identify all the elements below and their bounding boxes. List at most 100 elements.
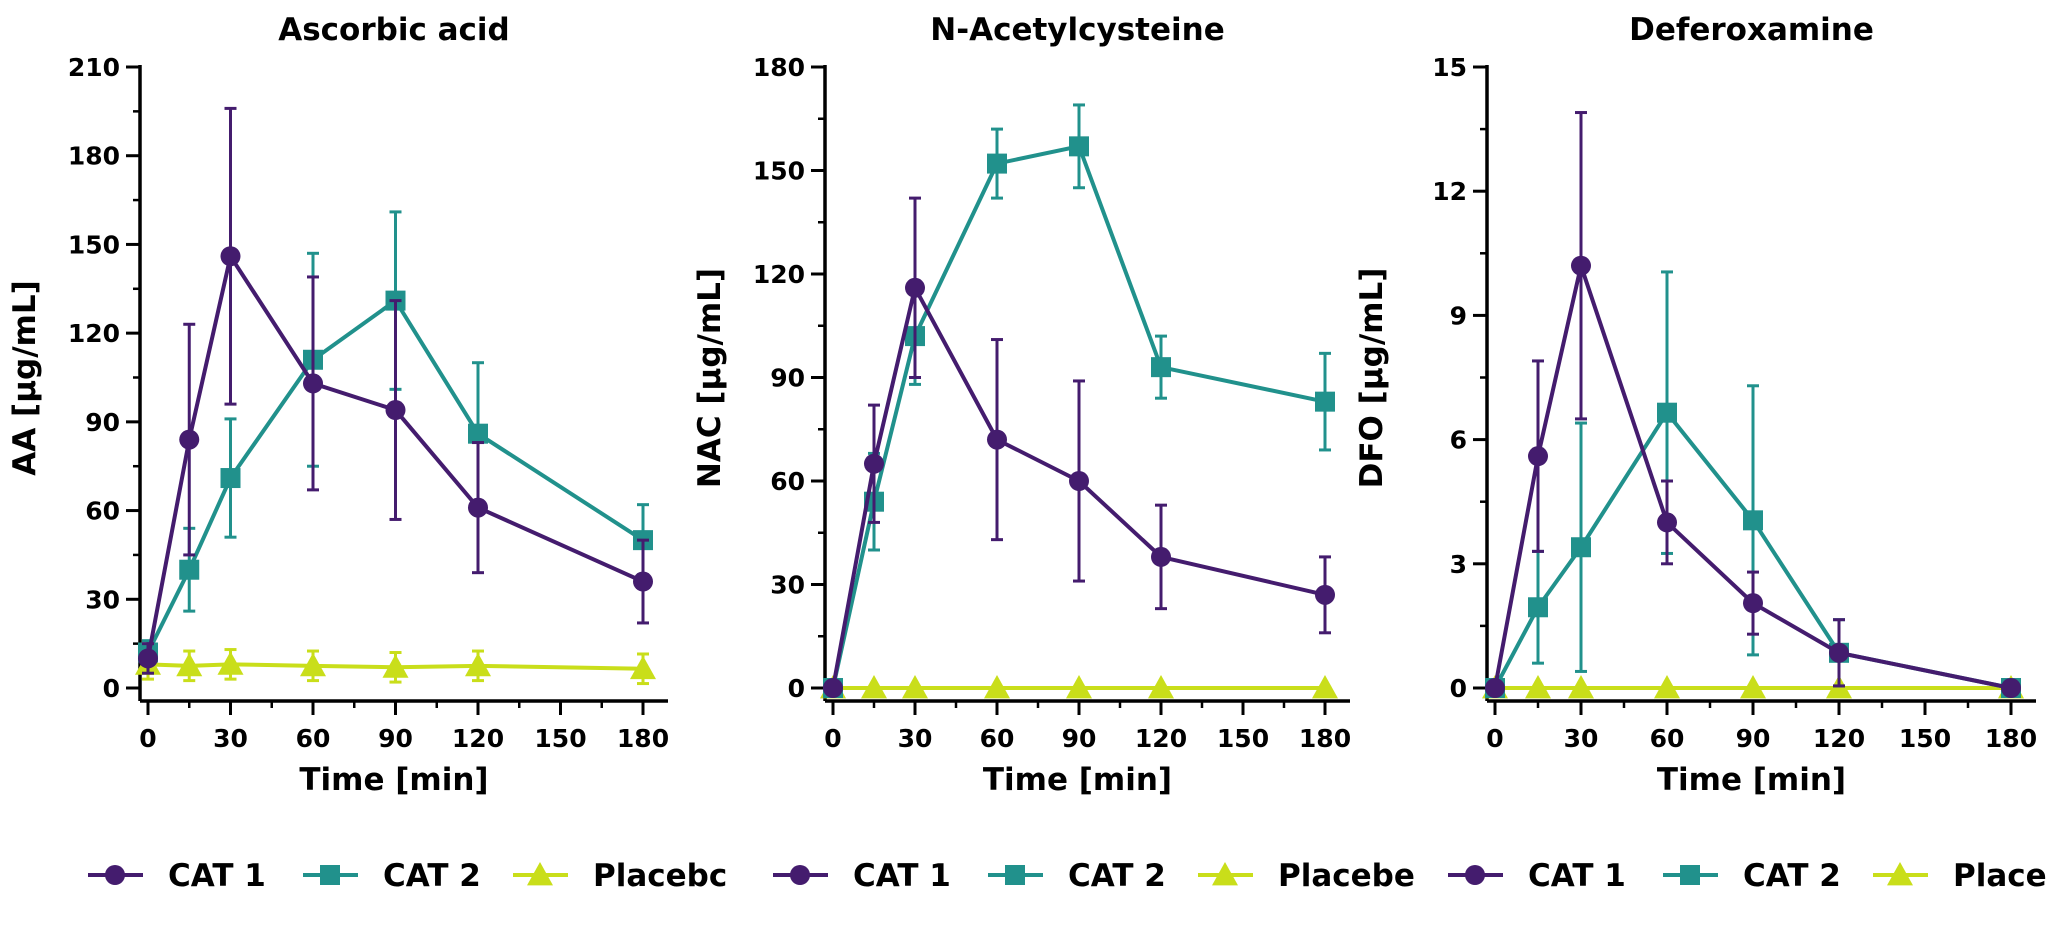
data-point [823,678,843,698]
legend-item: CAT 1 [1448,858,1626,894]
y-tick-label: 0 [103,674,120,703]
y-tick-label: 150 [68,230,120,259]
y-tick-label: 180 [753,53,805,82]
data-point [385,400,406,421]
x-tick-label: 0 [139,724,156,753]
x-tick-label: 120 [452,724,504,753]
y-tick-label: 180 [68,142,120,171]
y-tick-label: 90 [85,408,120,437]
y-tick-label: 60 [770,467,805,496]
series-placebc [1482,675,2024,699]
x-tick-label: 60 [980,724,1015,753]
y-axis-label: NAC [µg/mL] [692,268,728,488]
legend-item: CAT 2 [988,858,1166,894]
data-point [1148,675,1174,699]
data-point [1568,675,1594,699]
y-tick-label: 30 [85,585,120,614]
x-tick-label: 60 [296,724,331,753]
data-point [1829,642,1849,663]
y-axis-label: AA [µg/mL] [7,280,43,476]
data-point [1743,510,1763,531]
series-cat-1 [823,196,1335,698]
data-point [217,651,244,675]
data-point [864,453,884,474]
legend-swatch-marker [527,862,553,886]
y-tick-label: 9 [1450,301,1467,330]
x-axis-label: Time [min] [299,762,488,798]
data-point [1485,678,1505,698]
data-point [1740,675,1766,699]
data-point [1315,584,1335,605]
x-tick-label: 30 [1564,724,1599,753]
y-tick-label: 60 [85,497,120,526]
data-point [984,675,1010,699]
data-point [1151,546,1171,567]
legend-swatch-marker [1005,865,1025,885]
y-tick-label: 3 [1450,550,1467,579]
data-point [300,652,326,677]
legend-1: CAT 1 CAT 2 Placebc [88,858,727,894]
data-point [1315,391,1335,412]
y-tick-label: 210 [68,53,120,82]
x-tick-label: 0 [1486,724,1503,753]
y-tick-label: 120 [68,319,120,348]
data-point [2001,678,2021,698]
data-point [1571,537,1591,558]
legend-swatch-marker [790,865,810,885]
data-point [905,277,925,298]
y-tick-label: 0 [788,674,805,703]
data-point [176,652,203,677]
legend-swatch-marker [1680,865,1700,885]
series-placebc [135,648,656,686]
legend-item: CAT 2 [1663,858,1841,894]
y-tick-label: 6 [1450,426,1467,455]
legend-item: CAT 2 [303,858,481,894]
legend-3: CAT 1 CAT 2 Place [1448,858,2047,894]
data-point [465,652,491,677]
x-tick-label: 150 [1899,724,1951,753]
legend-swatch-marker [320,865,340,885]
x-tick-label: 30 [898,724,933,753]
legend-label: CAT 2 [1068,858,1166,894]
x-tick-label: 60 [1650,724,1685,753]
data-point [138,648,158,669]
x-axis-label: Time [min] [983,762,1172,798]
data-point [1312,675,1338,699]
x-axis-label: Time [min] [1657,762,1846,798]
y-tick-label: 30 [770,571,805,600]
data-point [220,246,241,267]
series-placebc [820,675,1338,699]
data-point [1654,675,1680,699]
legend-swatch-marker [1212,862,1238,886]
data-point [1528,446,1548,467]
legend-item: Place [1873,858,2047,894]
data-point [468,423,488,444]
data-point [1743,593,1763,614]
legend-label: CAT 2 [383,858,481,894]
data-point [1571,255,1591,276]
legend-swatch-marker [105,865,125,885]
x-tick-label: 180 [1299,724,1351,753]
y-tick-label: 0 [1450,674,1467,703]
data-point [633,571,653,592]
x-tick-label: 0 [824,724,841,753]
data-point [1525,675,1551,699]
data-point [1151,357,1171,378]
data-point [1069,471,1089,491]
y-tick-label: 15 [1432,53,1467,82]
data-point [1657,402,1677,423]
y-tick-label: 150 [753,157,805,186]
x-tick-label: 90 [378,724,413,753]
x-tick-label: 180 [617,724,669,753]
series-cat-1 [138,106,653,675]
legend-item: CAT 1 [88,858,266,894]
data-point [987,429,1007,450]
data-point [1066,675,1092,699]
legend-label: Placebc [593,858,727,894]
data-point [179,559,200,580]
x-tick-label: 150 [1217,724,1269,753]
series-cat-1 [1485,111,2021,698]
data-point [1069,136,1089,157]
